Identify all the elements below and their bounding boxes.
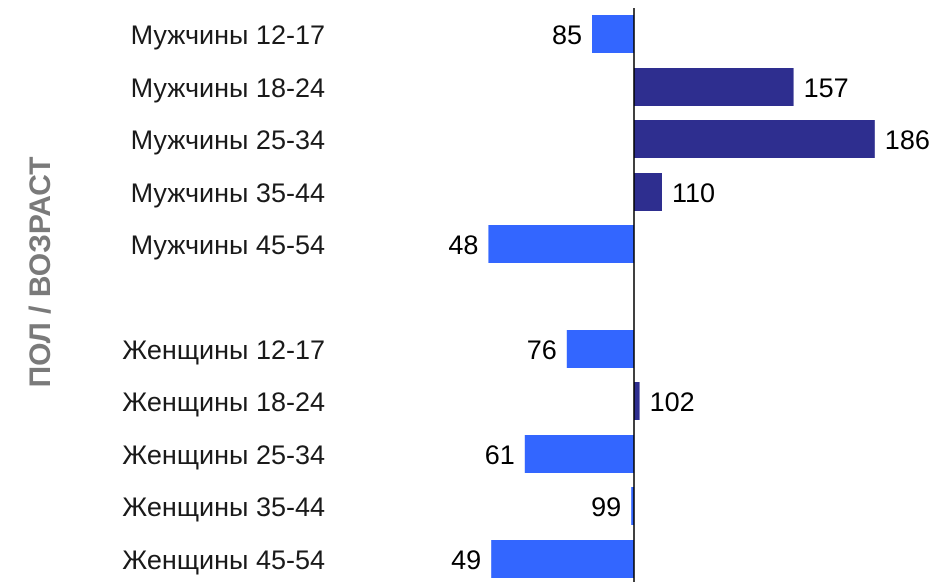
- category-label: Мужчины 35-44: [131, 178, 325, 208]
- bar: [634, 120, 875, 158]
- data-label: 99: [591, 492, 621, 522]
- data-label: 49: [451, 545, 481, 575]
- bar: [631, 487, 634, 525]
- category-label: Мужчины 45-54: [131, 230, 325, 260]
- bar: [491, 540, 634, 578]
- category-label: Мужчины 18-24: [131, 73, 325, 103]
- category-label: Женщины 12-17: [122, 335, 325, 365]
- data-label: 76: [527, 335, 557, 365]
- data-label: 61: [485, 440, 515, 470]
- bar: [524, 435, 634, 473]
- data-label: 85: [552, 20, 582, 50]
- category-label: Женщины 25-34: [122, 440, 325, 470]
- category-label: Женщины 45-54: [122, 545, 325, 575]
- bar: [592, 15, 634, 53]
- bar: [634, 173, 662, 211]
- data-label: 186: [885, 125, 930, 155]
- category-label: Мужчины 12-17: [131, 20, 325, 50]
- bar: [488, 225, 634, 263]
- data-label: 157: [804, 73, 849, 103]
- bar: [634, 68, 794, 106]
- data-label: 110: [672, 178, 715, 208]
- y-axis-title: ПОЛ / ВОЗРАСТ: [24, 157, 57, 388]
- category-label: Женщины 35-44: [122, 492, 325, 522]
- bar: [566, 330, 634, 368]
- category-label: Женщины 18-24: [122, 387, 325, 417]
- bar: [634, 382, 640, 420]
- data-label: 48: [448, 230, 478, 260]
- category-label: Мужчины 25-34: [131, 125, 325, 155]
- data-label: 102: [650, 387, 695, 417]
